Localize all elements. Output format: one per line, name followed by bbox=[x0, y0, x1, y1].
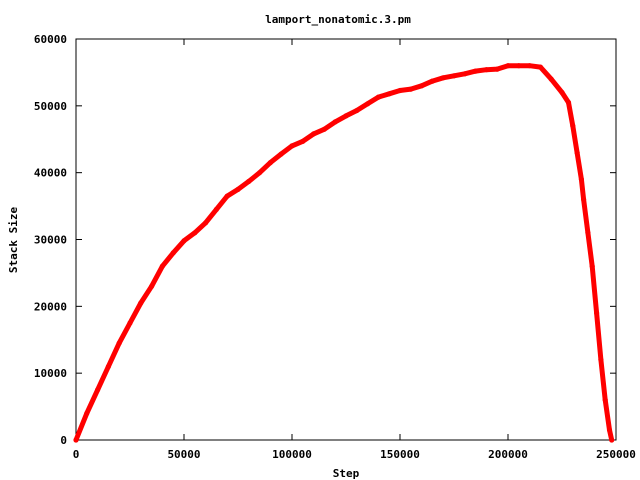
plot-area-frame bbox=[75, 38, 617, 441]
x-axis: 0 50000 100000 150000 200000 250000 bbox=[73, 39, 636, 461]
data-point bbox=[578, 176, 585, 182]
x-tick-label: 250000 bbox=[596, 448, 636, 461]
data-point bbox=[138, 300, 144, 306]
data-point bbox=[559, 89, 565, 96]
data-point bbox=[321, 126, 327, 132]
data-point bbox=[505, 63, 511, 69]
data-point bbox=[73, 437, 79, 443]
data-point bbox=[408, 86, 414, 92]
data-point bbox=[235, 186, 241, 192]
data-point bbox=[585, 230, 591, 236]
x-tick-label: 50000 bbox=[167, 448, 200, 461]
data-point bbox=[419, 83, 425, 89]
data-point bbox=[516, 63, 522, 69]
data-point bbox=[473, 68, 479, 74]
y-tick-label: 50000 bbox=[34, 100, 67, 113]
data-point bbox=[311, 131, 317, 137]
data-point bbox=[548, 76, 554, 82]
y-axis: 0 10000 20000 30000 40000 50000 60000 bbox=[34, 33, 616, 447]
data-point bbox=[354, 107, 360, 114]
data-point bbox=[343, 113, 349, 119]
y-axis-label: Stack Size bbox=[7, 207, 20, 274]
data-point bbox=[429, 78, 435, 84]
x-tick-label: 150000 bbox=[380, 448, 420, 461]
data-point bbox=[602, 397, 608, 403]
data-point bbox=[598, 357, 604, 363]
y-tick-label: 10000 bbox=[34, 367, 67, 380]
data-point bbox=[300, 138, 306, 144]
data-point bbox=[84, 410, 90, 416]
data-point bbox=[451, 73, 457, 79]
y-tick-label: 30000 bbox=[34, 234, 67, 247]
y-tick-label: 0 bbox=[60, 434, 67, 447]
data-point bbox=[170, 250, 176, 256]
data-point bbox=[257, 170, 263, 176]
data-point bbox=[95, 387, 101, 393]
data-point bbox=[375, 94, 381, 100]
data-point bbox=[494, 66, 500, 72]
data-point bbox=[192, 230, 198, 236]
data-point bbox=[181, 238, 187, 244]
data-point bbox=[289, 143, 295, 149]
x-axis-label: Step bbox=[333, 467, 360, 480]
data-point bbox=[397, 87, 403, 94]
data-point bbox=[105, 363, 111, 370]
y-tick-label: 20000 bbox=[34, 300, 67, 313]
data-point bbox=[440, 75, 446, 81]
data-point bbox=[159, 263, 165, 269]
data-point bbox=[127, 320, 133, 326]
data-point bbox=[606, 427, 613, 433]
data-point bbox=[213, 206, 219, 212]
data-point bbox=[589, 263, 595, 269]
x-tick-label: 100000 bbox=[272, 448, 312, 461]
x-tick-label: 0 bbox=[73, 448, 80, 461]
data-point bbox=[462, 71, 468, 77]
data-point bbox=[365, 101, 371, 107]
data-point bbox=[594, 310, 600, 316]
series-layer bbox=[73, 63, 615, 443]
data-point bbox=[574, 150, 580, 156]
data-point bbox=[278, 151, 284, 157]
data-point bbox=[483, 67, 489, 73]
data-point bbox=[116, 340, 122, 346]
data-point bbox=[246, 178, 252, 184]
data-point bbox=[332, 119, 338, 125]
data-point bbox=[581, 196, 587, 202]
data-point bbox=[224, 193, 230, 199]
data-point bbox=[609, 437, 615, 443]
series-line bbox=[73, 63, 615, 443]
chart-title: lamport_nonatomic.3.pm bbox=[265, 13, 411, 26]
y-tick-label: 60000 bbox=[34, 33, 67, 46]
data-point bbox=[386, 91, 392, 97]
y-tick-label: 40000 bbox=[34, 167, 67, 180]
x-tick-label: 200000 bbox=[488, 448, 528, 461]
data-point bbox=[570, 123, 576, 129]
data-point bbox=[149, 283, 155, 289]
data-point bbox=[565, 99, 572, 106]
data-point bbox=[527, 63, 533, 69]
data-point bbox=[267, 160, 273, 166]
data-point bbox=[203, 220, 209, 226]
data-point bbox=[537, 64, 544, 70]
